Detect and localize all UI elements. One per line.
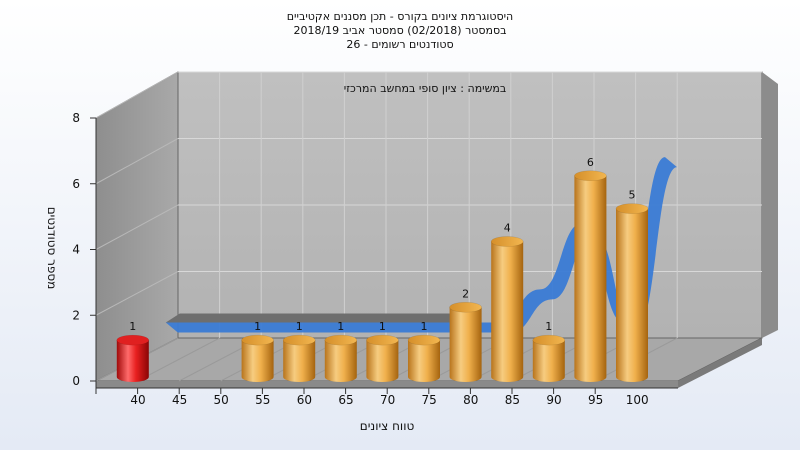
left-wall <box>95 71 179 382</box>
floor-front-edge <box>96 381 678 388</box>
x-tick-label: 100 <box>626 393 649 407</box>
chart-title-line-3: סטודנטים רשומים - 26 <box>346 38 454 51</box>
x-tick-label: 45 <box>172 393 187 407</box>
bar-body <box>116 340 149 382</box>
bar-top <box>116 334 150 346</box>
x-tick-label: 70 <box>380 393 395 407</box>
bar-top <box>241 334 274 346</box>
bar-body <box>449 307 482 382</box>
y-tick-label: 4 <box>72 243 80 257</box>
bar-40: 1 <box>116 320 150 382</box>
y-tick-label: 8 <box>72 111 80 125</box>
bar-body <box>366 340 399 382</box>
chart-title-block: היסטוגרמת ציונים בקורס - תכן מסננים אקטי… <box>0 10 800 52</box>
gridline-left-wall <box>95 204 179 250</box>
ribbon-layer <box>165 157 678 333</box>
bar-value-label: 5 <box>629 189 636 202</box>
bar-75: 1 <box>407 320 441 382</box>
bar-65: 1 <box>324 320 358 382</box>
bar-top <box>449 302 482 313</box>
bar-value-label: 1 <box>129 320 136 333</box>
bar-100: 5 <box>615 189 649 382</box>
x-tick-label: 65 <box>338 393 353 407</box>
bar-body <box>574 175 607 382</box>
bar-value-label: 1 <box>545 320 552 333</box>
bar-body <box>408 340 440 382</box>
bar-value-label: 1 <box>296 320 303 333</box>
right-wall-edge <box>762 72 778 338</box>
bar-95: 6 <box>574 156 607 382</box>
bar-value-label: 1 <box>337 320 344 333</box>
bar-top <box>324 334 358 346</box>
x-tick-label: 50 <box>214 393 229 407</box>
bar-value-label: 1 <box>379 320 386 333</box>
ribbon-series <box>165 157 678 333</box>
bar-value-label: 1 <box>421 320 428 333</box>
chart-title-line-1: היסטוגרמת ציונים בקורס - תכן מסננים אקטי… <box>286 10 514 23</box>
bar-body <box>491 241 524 382</box>
gridline-left-wall <box>95 71 179 119</box>
chart-subtitle: במשימה : ציון סופי במחשב המרכזי <box>344 82 507 95</box>
y-axis-title: מספר סטודנטים <box>45 207 59 290</box>
bar-top <box>490 236 524 247</box>
y-tick-label: 6 <box>72 177 80 191</box>
bar-top <box>282 334 316 346</box>
bar-body <box>532 340 565 382</box>
bar-value-label: 6 <box>587 156 594 169</box>
bar-55: 1 <box>241 320 274 382</box>
x-tick-label: 60 <box>297 393 312 407</box>
bar-70: 1 <box>366 320 399 382</box>
x-tick-label: 75 <box>422 393 437 407</box>
x-tick-label: 85 <box>505 393 520 407</box>
bar-top <box>574 170 607 181</box>
floor-right-edge <box>678 338 762 388</box>
x-axis-title: טווח ציונים <box>360 419 415 433</box>
bar-body <box>616 208 648 382</box>
x-tick-label: 95 <box>588 393 603 407</box>
x-tick-label: 55 <box>255 393 270 407</box>
x-tick-label: 80 <box>463 393 478 407</box>
bar-top <box>615 203 649 214</box>
chart-title-line-2: בסמסטר (02/2018) סמסטר אביב 2018/19 <box>293 24 507 37</box>
bar-value-label: 1 <box>254 320 261 333</box>
x-tick-label: 40 <box>130 393 145 407</box>
bar-top <box>366 334 399 346</box>
ribbon-flat-segment <box>165 313 472 323</box>
bar-value-label: 2 <box>462 287 469 300</box>
bar-body <box>241 340 274 382</box>
bars-layer: 1 1 1 1 1 1 2 4 1 6 5 <box>116 156 649 382</box>
y-tick-label: 2 <box>72 308 80 322</box>
bar-body <box>324 340 357 382</box>
bar-90: 1 <box>532 320 566 382</box>
gridline-left-wall <box>95 138 179 185</box>
bar-value-label: 4 <box>504 222 511 235</box>
x-tick-label: 90 <box>546 393 561 407</box>
gridline-floor <box>137 337 220 382</box>
bar-top <box>407 334 441 346</box>
bar-80: 2 <box>449 287 482 382</box>
bar-body <box>283 340 316 382</box>
bar-60: 1 <box>282 320 316 382</box>
bar-top <box>532 334 566 346</box>
y-tick-label: 0 <box>72 374 80 388</box>
bar-85: 4 <box>490 222 524 382</box>
gridline-left-wall <box>95 271 179 316</box>
